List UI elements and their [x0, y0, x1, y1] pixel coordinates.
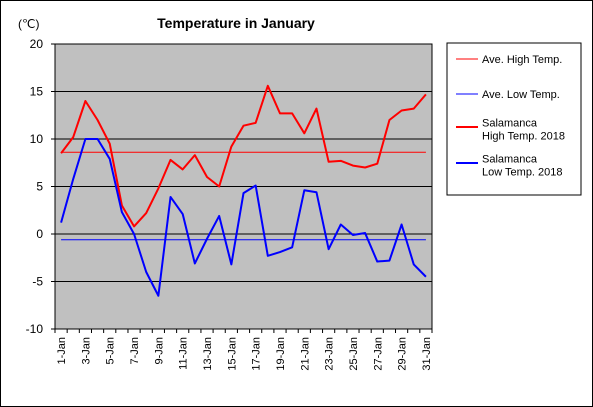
y-axis-unit: (℃) [18, 17, 39, 31]
x-tick-label: 23-Jan [324, 337, 336, 371]
legend-box [446, 42, 582, 196]
legend-label: Salamanca [482, 154, 538, 166]
x-tick-label: 29-Jan [397, 337, 409, 371]
y-tick-label: 0 [36, 227, 43, 241]
x-tick-label: 31-Jan [421, 337, 433, 371]
y-tick-label: -10 [26, 322, 44, 336]
series-line-3 [60, 84, 427, 228]
y-tick-label: -5 [32, 275, 43, 289]
plot-area: -10 -5 0 5 10 15 20 1-Jan 3-Jan 5-Jan 7-Jan 9-Jan 11… [26, 37, 433, 371]
series-line-4 [60, 138, 427, 297]
y-tick-label: 5 [36, 180, 43, 194]
x-tick-label: 5-Jan [105, 337, 117, 365]
legend-label: Ave. High Temp. [482, 54, 562, 66]
x-tick-label: 3-Jan [80, 337, 92, 365]
legend-label: Ave. Low Temp. [482, 89, 560, 101]
x-tick-label: 17-Jan [251, 337, 263, 371]
x-tick-label: 25-Jan [348, 337, 360, 371]
x-tick-label: 7-Jan [129, 337, 141, 365]
x-tick-label: 9-Jan [153, 337, 165, 365]
legend-label: Low Temp. 2018 [482, 167, 563, 179]
x-tick-label: 11-Jan [178, 337, 190, 370]
x-tick-label: 19-Jan [275, 337, 287, 371]
chart-title: Temperature in January [157, 15, 315, 31]
x-tick-label: 13-Jan [202, 337, 214, 371]
x-tick-label: 1-Jan [56, 337, 68, 365]
x-tick-label: 21-Jan [299, 337, 311, 371]
x-tick-label: 15-Jan [226, 337, 238, 371]
legend-label: Salamanca [482, 118, 538, 130]
legend: Ave. High Temp.Ave. Low Temp.SalamancaHi… [446, 42, 582, 196]
y-tick-label: 10 [30, 132, 44, 146]
x-tick-label: 27-Jan [372, 337, 384, 371]
y-tick-label: 20 [30, 37, 44, 51]
legend-label: High Temp. 2018 [482, 131, 565, 143]
y-tick-label: 15 [30, 85, 44, 99]
